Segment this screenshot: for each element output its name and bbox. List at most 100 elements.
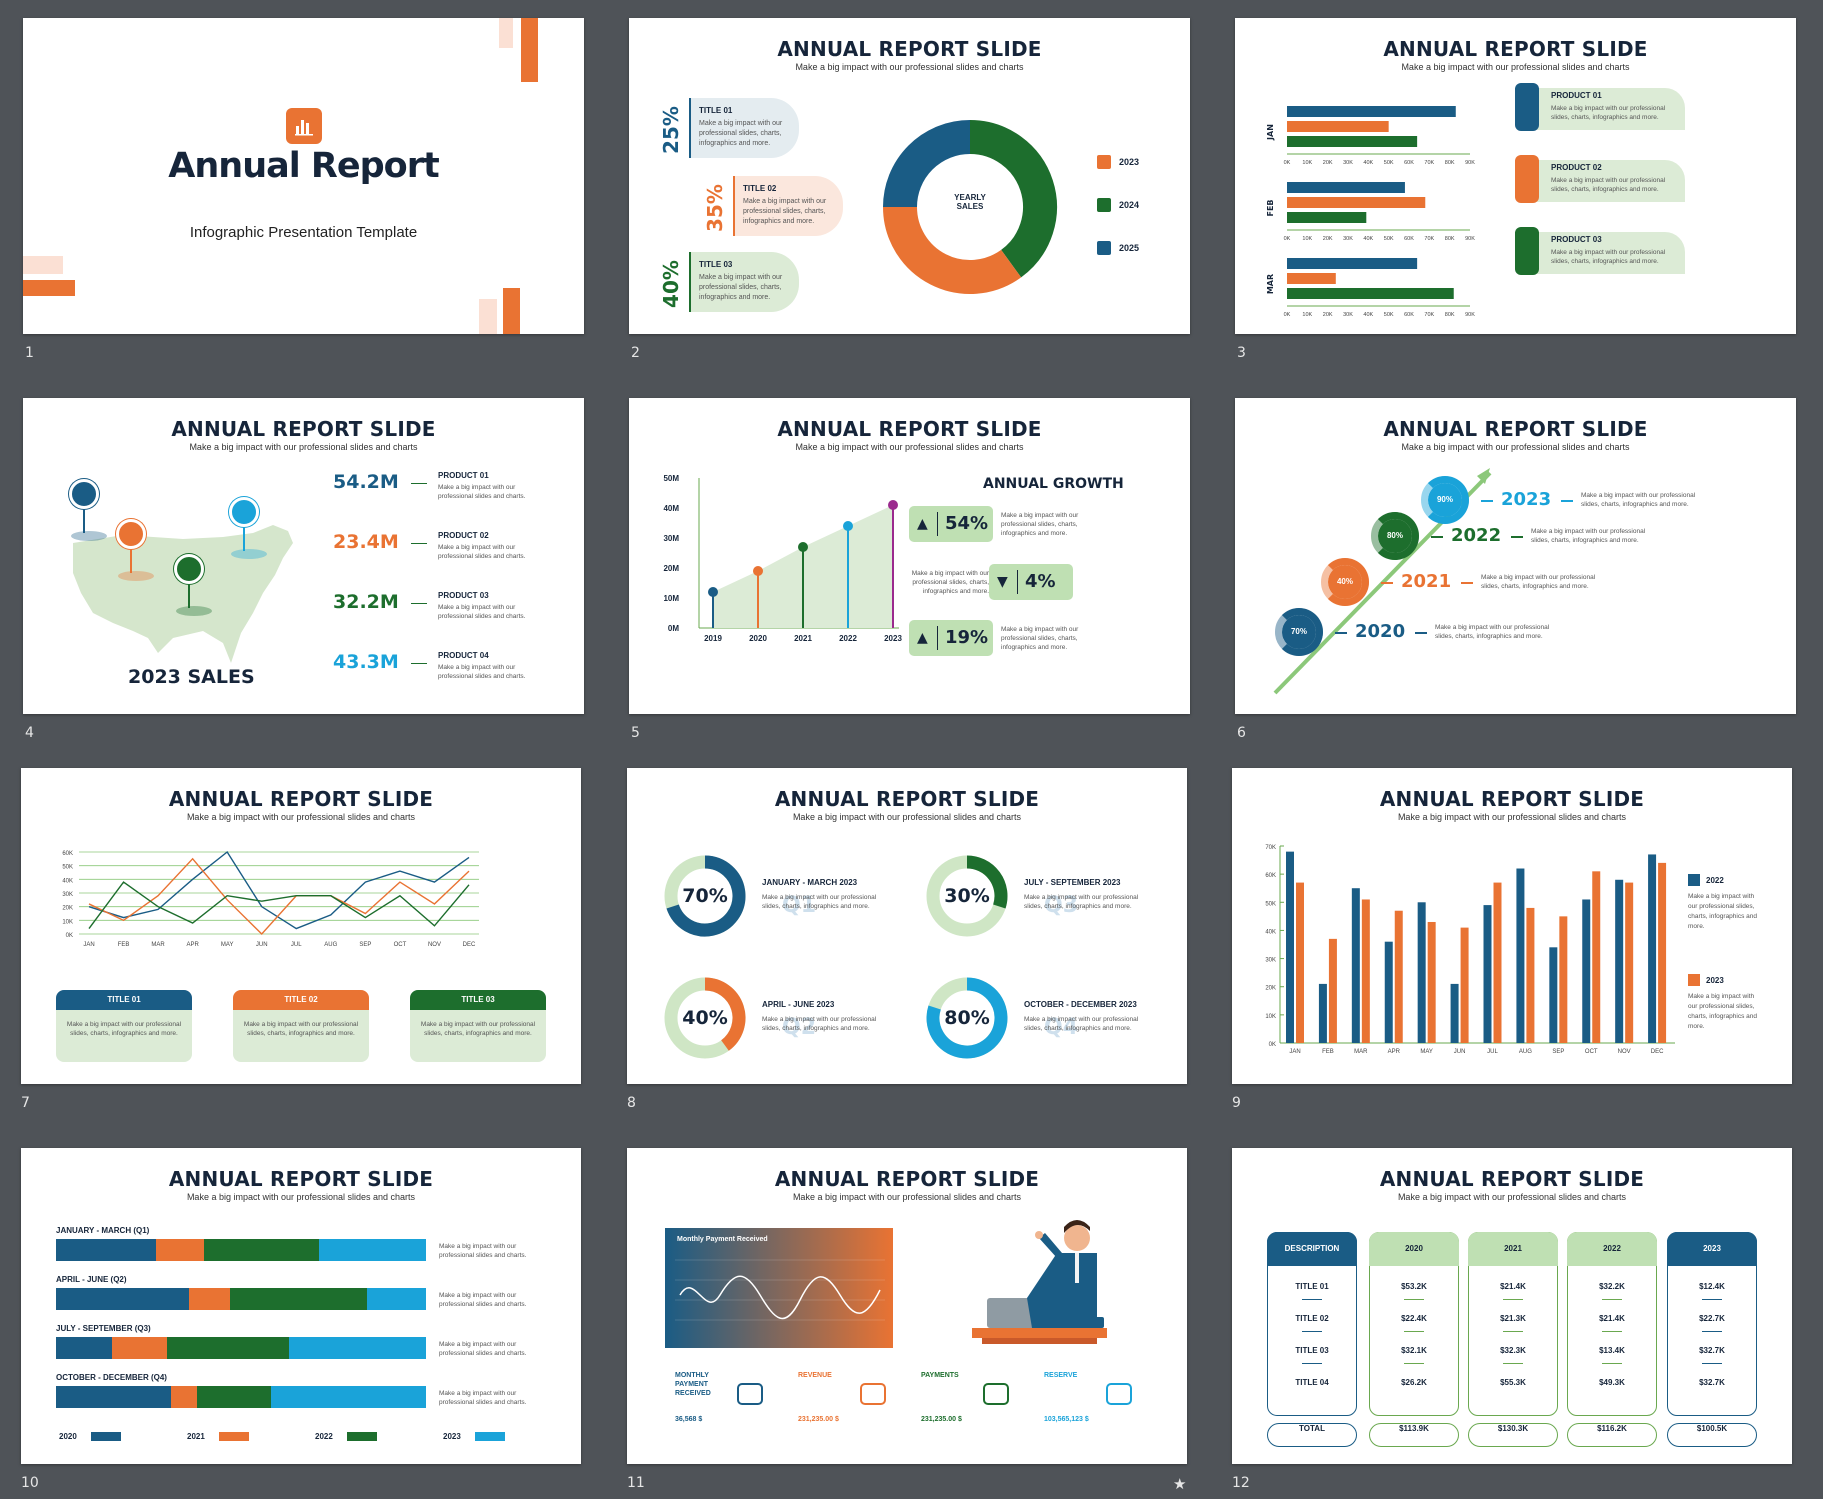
item-text: Make a big impact with our professional … (699, 120, 783, 147)
trend-arrow-icon: ▲ (917, 630, 928, 646)
hbar (1287, 288, 1454, 299)
product-card (1525, 88, 1685, 130)
stack-segment-2023 (289, 1337, 426, 1359)
card-text: Make a big impact with our professional … (66, 1021, 182, 1037)
tick-label: 20K (1323, 160, 1333, 166)
tick-label: 80K (1445, 312, 1455, 318)
slide-number: 7 (21, 1095, 30, 1111)
table-cell: $49.3K (1599, 1378, 1625, 1387)
ring-progress (1371, 512, 1419, 560)
product-text: Make a big impact with our professional … (438, 484, 526, 500)
growth-area-chart: 50M 40M 30M 20M 10M 0M 2019 2020 2021 2022 2023 (663, 474, 902, 643)
legend-label: 2023 (1119, 157, 1140, 167)
card-title: TITLE 02 (233, 990, 369, 1010)
badge-divider (937, 512, 938, 536)
slide-8-thumbnail[interactable]: ANNUAL REPORT SLIDE Make a big impact wi… (627, 768, 1187, 1084)
slide-6-thumbnail[interactable]: ANNUAL REPORT SLIDE Make a big impact wi… (1235, 398, 1796, 714)
product-text: Make a big impact with our professional … (1551, 249, 1666, 265)
item-title: TITLE 01 (699, 106, 733, 115)
tick-label: 90K (1465, 312, 1475, 318)
slide-2-thumbnail[interactable]: ANNUAL REPORT SLIDE Make a big impact wi… (629, 18, 1190, 334)
connector-line (1561, 500, 1573, 502)
product-icon (1515, 83, 1539, 131)
tick-label: 40K (1363, 160, 1373, 166)
donut-slice-2025 (883, 120, 971, 208)
hbar (1287, 136, 1418, 147)
slide-7-thumbnail[interactable]: ANNUAL REPORT SLIDE Make a big impact wi… (21, 768, 581, 1084)
stat-label: REVENUE (798, 1372, 832, 1379)
product-text: Make a big impact with our professional … (438, 664, 526, 680)
y-tick-label: 20K (1265, 986, 1276, 992)
slide-title: ANNUAL REPORT SLIDE (1383, 37, 1648, 61)
card-text: Make a big impact with our professional … (420, 1021, 536, 1037)
table-header: 2022 (1567, 1232, 1657, 1266)
bar-2023 (1361, 899, 1370, 1043)
step-year: 2022 (1451, 525, 1502, 546)
cell-divider (1503, 1331, 1523, 1332)
table-cell: $32.2K (1599, 1282, 1625, 1291)
quarter-label: APRIL - JUNE (Q2) (56, 1275, 127, 1284)
slide-5-thumbnail[interactable]: ANNUAL REPORT SLIDE Make a big impact wi… (629, 398, 1190, 714)
slide-4-thumbnail[interactable]: ANNUAL REPORT SLIDE Make a big impact wi… (23, 398, 584, 714)
pin-stem (188, 582, 190, 608)
stack-segment-2021 (155, 1239, 204, 1261)
item-title: TITLE 03 (699, 260, 733, 269)
stack-segment-2023 (366, 1288, 426, 1310)
slide-3-thumbnail[interactable]: ANNUAL REPORT SLIDE Make a big impact wi… (1235, 18, 1796, 334)
slide-10-thumbnail[interactable]: ANNUAL REPORT SLIDE Make a big impact wi… (21, 1148, 581, 1464)
bar-2023 (1493, 882, 1502, 1043)
donut-slice-2023 (883, 206, 1022, 294)
hbar (1287, 212, 1367, 223)
tick-label: 0K (1284, 312, 1291, 318)
pin-shadow (176, 606, 212, 616)
table-cell: $55.3K (1500, 1378, 1526, 1387)
series-line (88, 881, 470, 929)
pin-stem (83, 507, 85, 533)
x-tick-label: APR (186, 942, 199, 948)
item-text: Make a big impact with our professional … (699, 274, 783, 301)
coins-icon (1106, 1383, 1132, 1405)
slide-1-thumbnail[interactable]: Annual Report Infographic Presentation T… (23, 18, 584, 334)
pin-shadow (118, 571, 154, 581)
table-cell: TITLE 01 (1295, 1282, 1329, 1291)
stat-label: RESERVE (1044, 1372, 1078, 1379)
yearly-sales-donut (883, 120, 1057, 294)
x-tick-label: JAN (1289, 1049, 1300, 1055)
slide-subtitle: Make a big impact with our professional … (1397, 1192, 1627, 1202)
x-tick-label: SEP (1552, 1049, 1564, 1055)
ring-text: Make a big impact with our professional … (1024, 894, 1139, 910)
deck-title: Annual Report (168, 146, 439, 186)
slide-12-thumbnail[interactable]: ANNUAL REPORT SLIDE Make a big impact wi… (1232, 1148, 1792, 1464)
legend-label: 2023 (443, 1432, 461, 1441)
y-tick-label: 30K (62, 892, 73, 898)
legend-swatch (475, 1432, 505, 1441)
slide-11-thumbnail[interactable]: ANNUAL REPORT SLIDE Make a big impact wi… (627, 1148, 1187, 1464)
x-tick-label: AUG (1519, 1049, 1532, 1055)
bar-2022 (1384, 941, 1393, 1043)
legend-swatch (1688, 874, 1700, 886)
cell-divider (1602, 1331, 1622, 1332)
stack-segment-2021 (189, 1288, 230, 1310)
legend-swatch (91, 1432, 121, 1441)
table-cell: $22.7K (1699, 1314, 1725, 1323)
item-title: TITLE 02 (743, 184, 777, 193)
step-year: 2023 (1501, 489, 1552, 510)
percent-label: 40% (658, 260, 683, 308)
card-text: Make a big impact with our professional … (243, 1021, 359, 1037)
table-header: 2020 (1369, 1232, 1459, 1266)
table-cell: $32.1K (1401, 1346, 1427, 1355)
product-name: PRODUCT 03 (438, 591, 489, 600)
stat-value: 231,235.00 $ (921, 1416, 962, 1423)
cell-divider (1302, 1363, 1322, 1364)
x-tick-label: JUL (1487, 1049, 1498, 1055)
cart-icon (737, 1383, 763, 1405)
deck-subtitle: Infographic Presentation Template (189, 224, 418, 241)
slide-9-thumbnail[interactable]: ANNUAL REPORT SLIDE Make a big impact wi… (1232, 768, 1792, 1084)
ring-value (966, 855, 1008, 909)
growth-text: Make a big impact with our professional … (1001, 512, 1079, 537)
stack-segment-2020 (56, 1337, 112, 1359)
y-tick-label: 50K (1265, 901, 1276, 907)
tick-label: 50K (1384, 312, 1394, 318)
cell-divider (1404, 1363, 1424, 1364)
tick-label: 90K (1465, 236, 1475, 242)
